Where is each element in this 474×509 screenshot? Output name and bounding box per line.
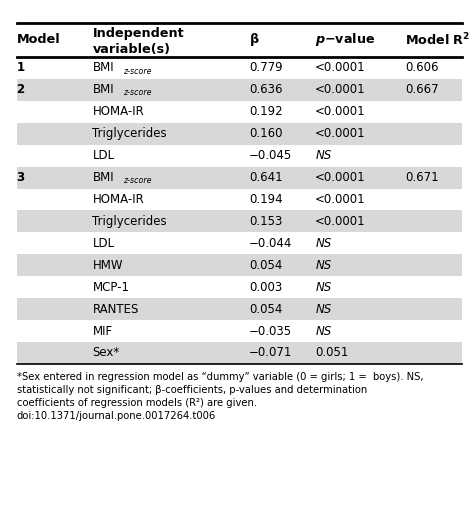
Text: −0.044: −0.044 [249,237,292,250]
Text: 2: 2 [17,83,25,96]
Text: <0.0001: <0.0001 [315,193,366,206]
Text: MIF: MIF [92,325,112,337]
Text: <0.0001: <0.0001 [315,105,366,118]
Bar [17,211,462,233]
Text: NS: NS [315,325,331,337]
Text: BMI: BMI [92,83,114,96]
Text: HMW: HMW [92,259,123,272]
Text: *Sex entered in regression model as “dummy” variable (0 = girls; 1 =  boys). NS,: *Sex entered in regression model as “dum… [17,372,423,421]
Text: NS: NS [315,149,331,162]
Text: MCP-1: MCP-1 [92,280,129,294]
Text: 0.054: 0.054 [249,259,282,272]
Text: <0.0001: <0.0001 [315,127,366,140]
Text: 0.153: 0.153 [249,215,282,228]
Text: LDL: LDL [92,237,115,250]
Text: −0.045: −0.045 [249,149,292,162]
Text: 0.054: 0.054 [249,303,282,316]
Bar [17,123,462,145]
Text: 0.003: 0.003 [249,280,282,294]
Text: BMI: BMI [92,62,114,74]
Bar [17,101,462,123]
Text: 0.636: 0.636 [249,83,283,96]
Text: <0.0001: <0.0001 [315,171,366,184]
Text: NS: NS [315,280,331,294]
Text: 0.606: 0.606 [405,62,439,74]
Text: 0.160: 0.160 [249,127,283,140]
Text: 1: 1 [17,62,25,74]
Text: Sex*: Sex* [92,347,119,359]
Text: Triglycerides: Triglycerides [92,215,167,228]
Text: 0.671: 0.671 [405,171,439,184]
Text: NS: NS [315,303,331,316]
Bar [17,57,462,79]
Text: z-score: z-score [123,89,152,97]
Bar [17,23,462,57]
Text: z-score: z-score [123,67,152,75]
Text: variable(s): variable(s) [92,43,171,55]
Text: z-score: z-score [123,176,152,185]
Text: NS: NS [315,237,331,250]
Bar [17,254,462,276]
Text: $\bf{\beta}$: $\bf{\beta}$ [249,32,259,48]
Bar [17,188,462,211]
Bar [17,233,462,254]
Text: $\mathbfit{p}$$\bf{-value}$: $\mathbfit{p}$$\bf{-value}$ [315,32,375,48]
Bar [17,320,462,342]
Bar [17,342,462,364]
Text: Independent: Independent [92,27,184,40]
Text: 3: 3 [17,171,25,184]
Text: HOMA-IR: HOMA-IR [92,105,144,118]
Bar [17,166,462,188]
Text: $\bf{Model\ R}^2$: $\bf{Model\ R}^2$ [405,32,470,48]
Text: HOMA-IR: HOMA-IR [92,193,144,206]
Bar [17,298,462,320]
Text: RANTES: RANTES [92,303,139,316]
Text: −0.071: −0.071 [249,347,292,359]
Text: Model: Model [17,34,60,46]
Text: <0.0001: <0.0001 [315,83,366,96]
Text: 0.192: 0.192 [249,105,283,118]
Text: LDL: LDL [92,149,115,162]
Bar [17,145,462,166]
Text: <0.0001: <0.0001 [315,215,366,228]
Text: 0.194: 0.194 [249,193,283,206]
Text: NS: NS [315,259,331,272]
Text: 0.641: 0.641 [249,171,283,184]
Bar [17,276,462,298]
Text: <0.0001: <0.0001 [315,62,366,74]
Text: 0.667: 0.667 [405,83,439,96]
Text: Triglycerides: Triglycerides [92,127,167,140]
Text: 0.051: 0.051 [315,347,348,359]
Text: BMI: BMI [92,171,114,184]
Text: −0.035: −0.035 [249,325,292,337]
Bar [17,79,462,101]
Text: 0.779: 0.779 [249,62,283,74]
